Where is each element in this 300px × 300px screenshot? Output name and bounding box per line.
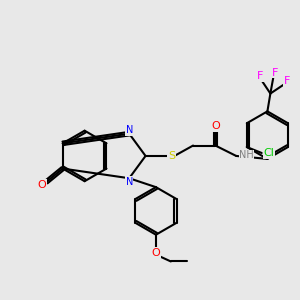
- Text: NH: NH: [239, 150, 254, 161]
- Text: O: O: [38, 180, 46, 190]
- Text: S: S: [168, 151, 175, 161]
- Text: F: F: [257, 71, 263, 81]
- Text: F: F: [272, 68, 278, 78]
- Text: Cl: Cl: [264, 148, 274, 158]
- Text: N: N: [125, 125, 133, 135]
- Text: F: F: [284, 76, 290, 86]
- Text: O: O: [152, 248, 160, 257]
- Text: O: O: [211, 121, 220, 131]
- Text: N: N: [125, 177, 133, 187]
